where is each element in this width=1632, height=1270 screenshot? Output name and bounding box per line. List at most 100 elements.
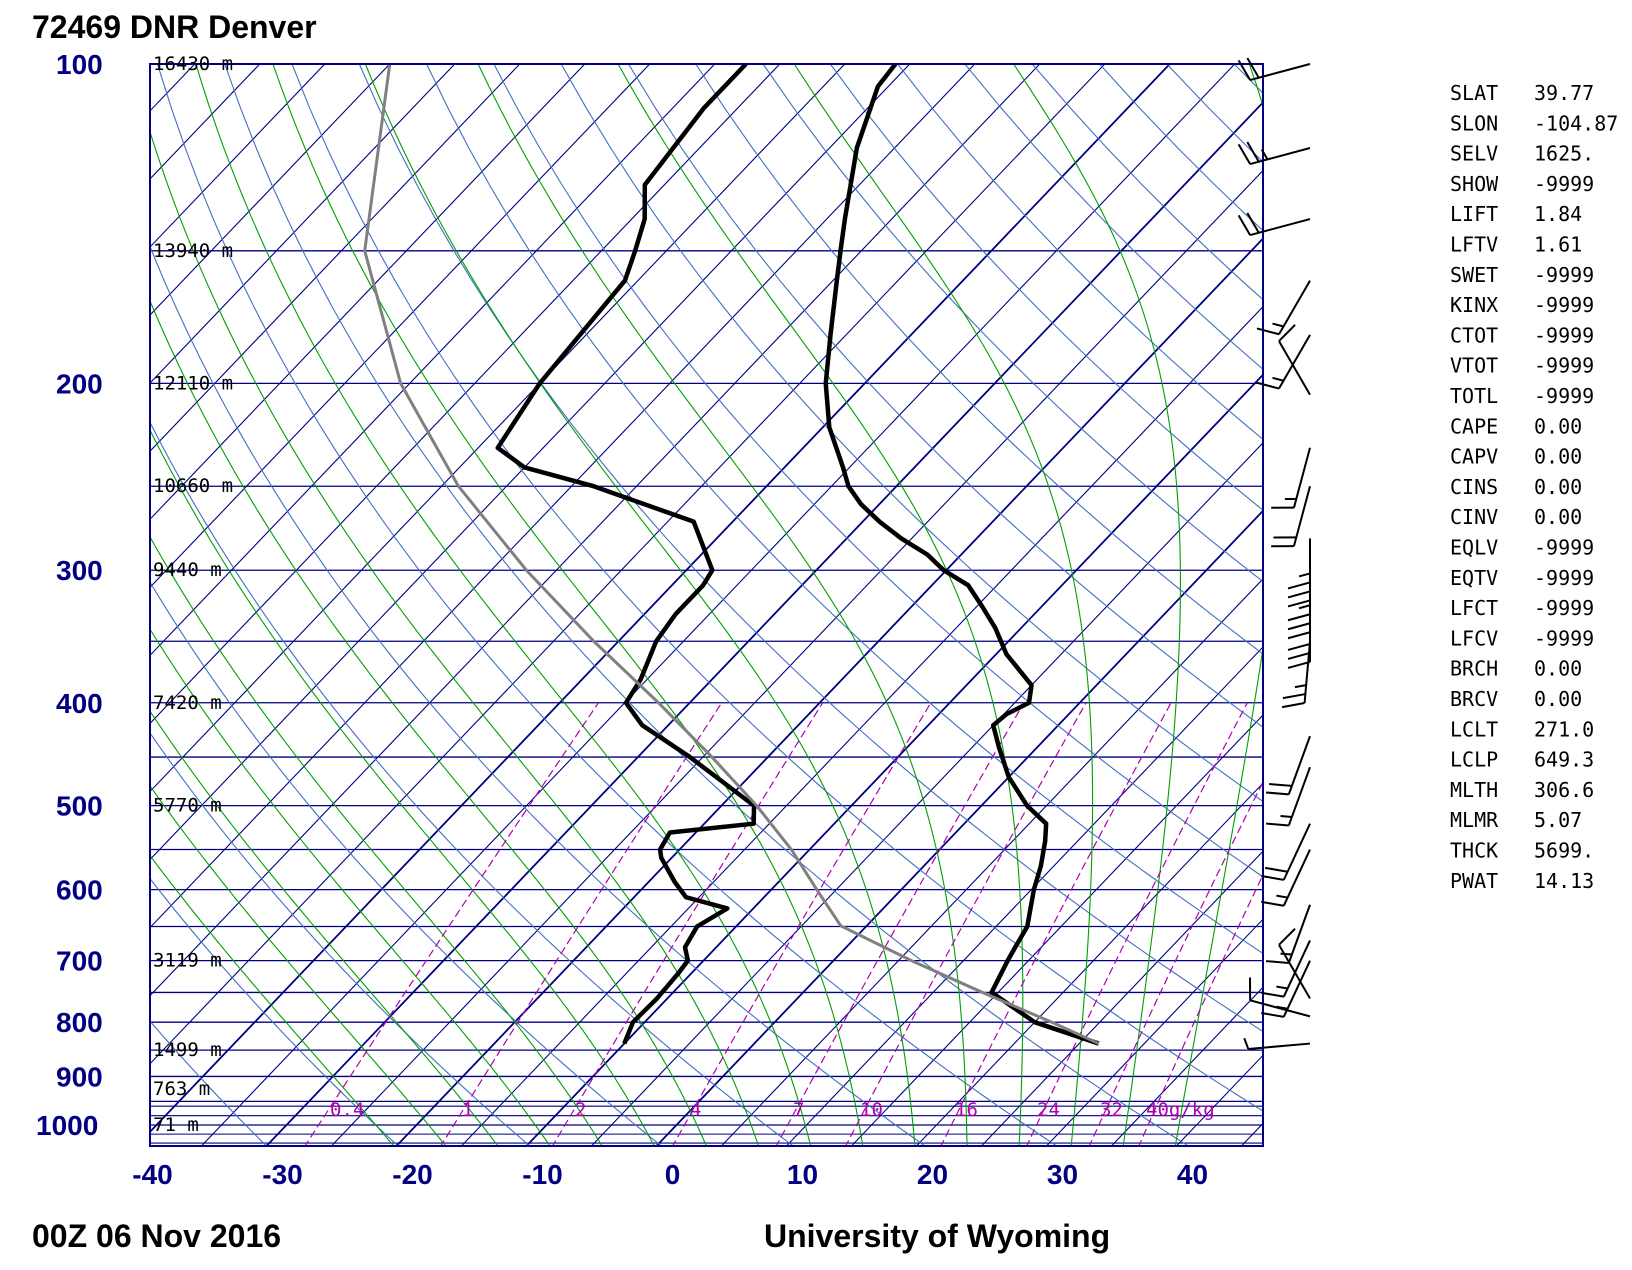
index-name: TOTL [1450, 384, 1498, 408]
index-name: LIFT [1450, 202, 1498, 226]
wind-barb-staff [1303, 641, 1311, 704]
wind-barb [1265, 735, 1311, 796]
wind-barb-feather [1287, 622, 1311, 631]
moist-adiabat [150, 710, 499, 1146]
index-value: 0.00 [1534, 445, 1582, 469]
moist-adiabat [364, 64, 916, 1146]
index-name: CINV [1450, 505, 1498, 529]
height-label: 9440 m [153, 559, 222, 581]
isotherm-line [395, 237, 1263, 1146]
isotherm-line [150, 64, 976, 929]
wind-barb [1265, 904, 1311, 964]
wind-barb [1237, 57, 1311, 82]
station-title: 72469 DNR Denver [32, 9, 317, 45]
index-name: SELV [1450, 142, 1498, 166]
wind-barb-feather [1261, 991, 1284, 998]
mixing-ratio-label: 10 [860, 1099, 883, 1121]
dry-adiabat [156, 64, 1058, 1146]
wind-barb-feather [1287, 613, 1311, 622]
wind-barb-staff [1287, 904, 1311, 964]
index-name: LCLP [1450, 748, 1498, 772]
wind-barb-staff [1282, 849, 1311, 907]
wind-barb-feather [1287, 642, 1311, 651]
wind-barb-feather [1256, 327, 1280, 336]
height-label: 3119 m [153, 950, 222, 972]
dry-adiabat [150, 421, 795, 1146]
index-value: 0.00 [1534, 687, 1582, 711]
wind-barb-staff [1292, 447, 1311, 508]
index-name: BRCV [1450, 687, 1498, 711]
wind-barb-staff [1282, 940, 1311, 998]
index-value: -9999 [1534, 626, 1594, 650]
pressure-tick-label: 1000 [36, 1110, 98, 1141]
index-name: SWET [1450, 263, 1498, 287]
index-name: LFCT [1450, 596, 1498, 620]
index-name: PWAT [1450, 869, 1498, 893]
dry-adiabat [628, 64, 1263, 728]
index-value: 1.84 [1534, 202, 1582, 226]
pressure-tick-label: 700 [56, 946, 103, 977]
index-value: -9999 [1534, 596, 1594, 620]
wind-barb [1278, 927, 1311, 1000]
dry-adiabat [291, 64, 1263, 1112]
wind-barb-staff [1249, 999, 1311, 1018]
isotherm-line [590, 442, 1263, 1146]
wind-barb [1261, 849, 1311, 907]
moist-adiabat [150, 785, 447, 1146]
dry-adiabat [897, 64, 1263, 441]
isotherm-line [265, 101, 1263, 1146]
wind-barb [1237, 141, 1311, 166]
wind-barb [1287, 538, 1311, 608]
height-label: 13940 m [153, 240, 233, 262]
temperature-tick-label: 0 [665, 1159, 681, 1190]
index-name: MLTH [1450, 778, 1498, 802]
wind-barb-half-feather [1272, 322, 1284, 328]
mixing-ratio-label: 32 [1100, 1099, 1123, 1121]
index-name: LCLT [1450, 717, 1498, 741]
wind-barb-feather [1287, 631, 1311, 640]
dewpoint-line [495, 64, 757, 1045]
index-name: LFTV [1450, 233, 1498, 257]
isotherm-line [150, 64, 196, 112]
isotherm-line [330, 169, 1263, 1146]
index-value: -9999 [1534, 536, 1594, 560]
index-name: SHOW [1450, 172, 1499, 196]
moist-adiabat [272, 64, 864, 1146]
pressure-tick-label: 800 [56, 1007, 103, 1038]
height-label: 12110 m [153, 372, 233, 394]
isotherm-line [150, 64, 846, 793]
wind-barb-feather [1237, 143, 1251, 165]
dry-adiabat [150, 1020, 268, 1146]
moist-adiabat [150, 628, 551, 1146]
mixing-ratio-line [304, 702, 599, 1146]
wind-barb [1237, 212, 1311, 237]
height-label: 5770 m [153, 795, 222, 817]
index-value: 271.0 [1534, 717, 1594, 741]
wind-barb-feather [1278, 324, 1296, 342]
index-value: -9999 [1534, 566, 1594, 590]
moist-adiabat [793, 64, 1094, 1146]
index-name: VTOT [1450, 354, 1498, 378]
index-value: 0.00 [1534, 414, 1582, 438]
wind-barb-feather [1261, 900, 1284, 907]
isotherm-line [150, 64, 911, 861]
index-value: 5699. [1534, 839, 1594, 863]
mixing-ratio-label: 4 [690, 1099, 701, 1121]
temperature-line [823, 64, 1100, 1046]
index-name: MLMR [1450, 808, 1499, 832]
wind-barb-staff [1278, 334, 1311, 390]
mixing-ratio-line [1026, 702, 1248, 1146]
wind-barb-feather [1261, 875, 1284, 881]
wind-barb-half-feather [1298, 572, 1311, 578]
index-name: CAPV [1450, 445, 1498, 469]
height-label: 763 m [153, 1078, 210, 1100]
index-name: KINX [1450, 293, 1498, 317]
wind-barb-half-feather [1280, 952, 1292, 956]
isotherm-line [150, 64, 1106, 1065]
index-value: 14.13 [1534, 869, 1594, 893]
wind-barb-feather [1282, 693, 1306, 700]
wind-barb-staff [1292, 485, 1311, 547]
index-name: CINS [1450, 475, 1498, 499]
wind-barb-feather [1269, 783, 1292, 787]
wind-barb-feather [1237, 214, 1251, 236]
